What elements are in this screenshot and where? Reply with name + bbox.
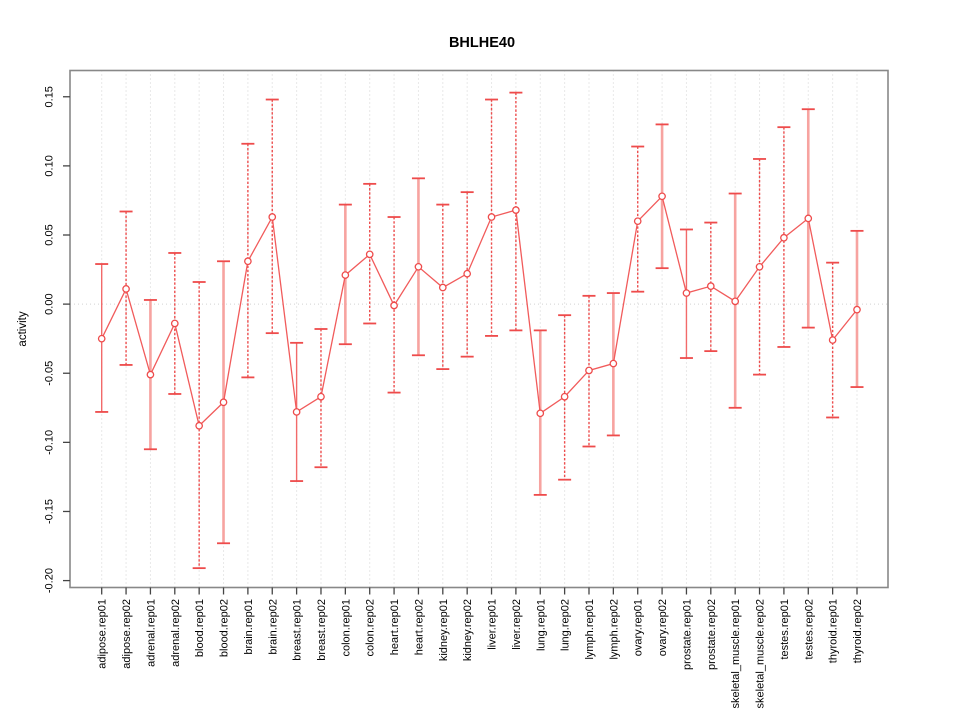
plot-area: -0.20 -0.15 -0.10 -0.05 0.00 0.05 0.10 0.15 adip…: [44, 69, 889, 708]
data-point: [317, 392, 325, 401]
data-point: [780, 233, 788, 242]
x-tick-label: kidney.rep02: [462, 599, 474, 661]
data-point: [414, 262, 423, 271]
data-point: [804, 214, 813, 223]
data-point: [390, 301, 398, 310]
x-tick-label: liver.rep02: [511, 599, 523, 650]
data-point: [487, 213, 496, 221]
y-axis-title: activity: [17, 311, 29, 346]
y-tick-label: -0.05: [44, 361, 56, 386]
x-tick-label: adrenal.rep02: [170, 599, 182, 667]
x-tick-label: lung.rep01: [535, 599, 547, 651]
x-tick-label: lymph.rep01: [584, 599, 596, 660]
data-point: [341, 271, 350, 279]
y-tick-label: -0.20: [44, 568, 56, 593]
data-point: [828, 336, 837, 344]
x-tick-label: prostate.rep01: [681, 599, 693, 670]
x-tick-label: brain.rep01: [243, 599, 255, 655]
x-tick-label: thyroid.rep02: [852, 599, 864, 663]
data-point: [438, 283, 447, 292]
y-tick-label: 0.05: [44, 224, 56, 245]
data-point: [658, 192, 666, 201]
y-tick-label: 0.10: [44, 155, 56, 176]
x-tick-label: skeletal_muscle.rep01: [730, 599, 742, 708]
x-tick-label: thyroid.rep01: [828, 599, 840, 663]
data-point: [219, 398, 228, 407]
x-tick-label: adipose.rep02: [121, 599, 133, 669]
x-tick-label: ovary.rep02: [657, 599, 669, 656]
data-point: [146, 370, 155, 379]
x-tick-label: adipose.rep01: [97, 599, 109, 669]
x-tick-label: kidney.rep01: [438, 599, 450, 661]
data-point: [560, 392, 569, 401]
x-tick-label: testes.rep01: [779, 599, 791, 660]
y-tick-label: 0.00: [44, 293, 56, 314]
plot-box: [69, 69, 889, 589]
data-point: [585, 366, 593, 375]
x-tick-label: skeletal_muscle.rep02: [755, 599, 767, 708]
data-point: [755, 262, 764, 271]
data-point: [853, 305, 861, 314]
data-point: [633, 217, 642, 226]
x-tick-label: ovary.rep01: [633, 599, 645, 656]
x-tick-label: lymph.rep02: [608, 599, 620, 660]
y-tick-label: 0.15: [44, 86, 56, 107]
data-point: [512, 206, 520, 214]
data-point: [609, 359, 618, 368]
data-point: [463, 269, 472, 278]
data-point: [268, 213, 277, 221]
data-point: [682, 289, 691, 297]
chart-title: BHLHE40: [449, 35, 515, 51]
x-tick-label: testes.rep02: [803, 599, 815, 660]
y-tick-label: -0.10: [44, 430, 56, 455]
data-point: [365, 250, 374, 259]
data-point: [731, 297, 740, 306]
data-point: [170, 319, 179, 328]
x-tick-label: blood.rep01: [194, 599, 206, 657]
data-point: [706, 282, 715, 290]
x-tick-label: colon.rep01: [340, 599, 352, 657]
x-tick-label: adrenal.rep01: [145, 599, 157, 667]
x-tick-label: lung.rep02: [560, 599, 572, 651]
x-tick-label: blood.rep02: [219, 599, 231, 657]
data-point: [122, 285, 130, 293]
x-tick-label: colon.rep02: [365, 599, 377, 657]
data-point: [195, 421, 204, 430]
data-point: [536, 409, 545, 418]
data-point: [292, 408, 301, 416]
series-line: [101, 195, 858, 428]
x-tick-label: liver.rep01: [487, 599, 499, 650]
y-tick-label: -0.15: [44, 499, 56, 524]
data-point: [244, 257, 252, 266]
x-tick-label: breast.rep01: [292, 599, 304, 661]
x-tick-label: heart.rep01: [389, 599, 401, 655]
x-tick-label: brain.rep02: [267, 599, 279, 655]
x-tick-label: breast.rep02: [316, 599, 328, 661]
x-tick-label: heart.rep02: [413, 599, 425, 655]
data-point: [97, 334, 106, 343]
x-tick-label: prostate.rep02: [706, 599, 718, 670]
